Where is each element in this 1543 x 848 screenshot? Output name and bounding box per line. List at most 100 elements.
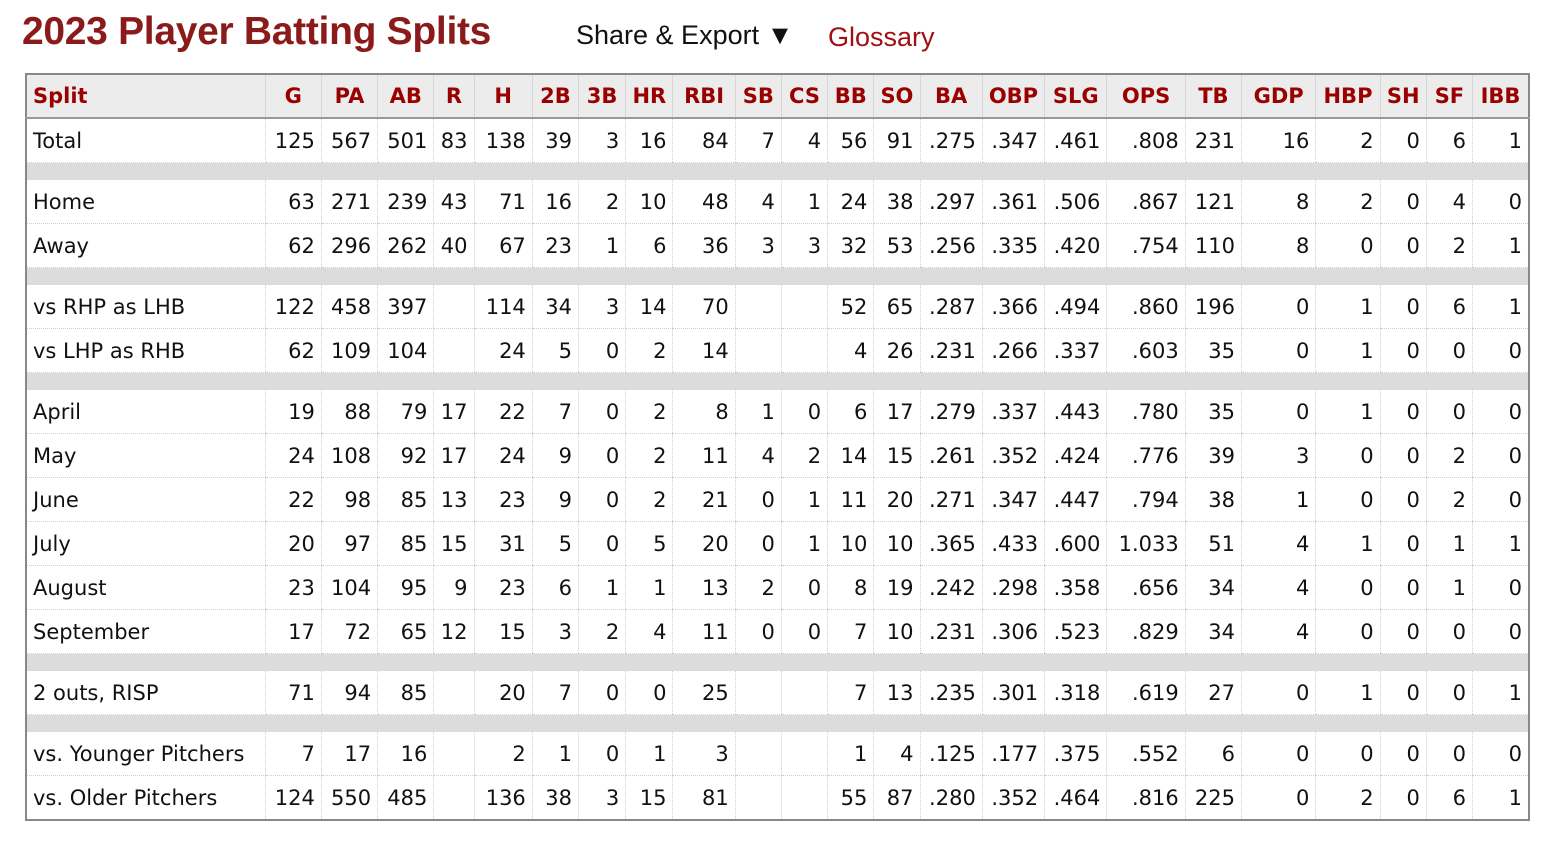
cell-hbp: 1 [1315,671,1381,715]
cell-ab: 65 [377,609,434,654]
cell-hr: 5 [625,521,673,566]
cell-2b: 1 [531,732,579,776]
cell-sb [734,671,782,715]
cell-ba: .231 [919,609,983,654]
cell-hr: 2 [625,433,673,478]
column-header-sf[interactable]: SF [1425,74,1473,119]
cell-sf: 6 [1425,775,1473,821]
cell-pa: 458 [320,285,378,329]
cell-ba: .242 [919,565,983,610]
column-header-cs[interactable]: CS [780,74,828,119]
cell-h: 24 [473,433,533,478]
cell-ba: .365 [919,521,983,566]
column-header-ab[interactable]: AB [377,74,434,119]
cell-slg: .600 [1044,521,1107,566]
cell-sb: 7 [734,118,782,163]
glossary-link[interactable]: Glossary [828,22,935,52]
split-label-text: September [33,619,150,644]
column-header-bb[interactable]: BB [827,74,874,119]
cell-bb: 10 [827,521,874,566]
cell-hr: 0 [625,671,673,715]
column-header-ba[interactable]: BA [919,74,983,119]
cell-cs [780,775,828,821]
column-header-obp[interactable]: OBP [981,74,1045,119]
cell-tb: 38 [1184,477,1242,522]
split-label: vs. Older Pitchers [26,775,266,821]
column-header-r[interactable]: R [433,74,475,119]
cell-hr: 2 [625,390,673,434]
column-header-2b[interactable]: 2B [531,74,579,119]
column-header-gdp[interactable]: GDP [1240,74,1316,119]
split-label: April [26,390,266,434]
table-row: Total 125 567 501 83 138 39 3 16 84 7 4 56 91.275.347… [26,118,1529,163]
cell-pa: 109 [320,328,378,373]
cell-pa: 567 [320,118,378,163]
cell-3b: 3 [577,285,626,329]
cell-r: 15 [433,521,475,566]
cell-ab: 16 [377,732,434,776]
cell-g: 124 [264,775,322,821]
column-header-sh[interactable]: SH [1379,74,1427,119]
cell-hbp: 2 [1315,775,1381,821]
column-header-ibb[interactable]: IBB [1472,74,1529,119]
split-label: September [26,609,266,654]
cell-ba: .280 [919,775,983,821]
cell-sh: 0 [1379,433,1427,478]
cell-hr: 16 [625,118,673,163]
column-header-tb[interactable]: TB [1184,74,1242,119]
cell-cs: 1 [780,521,828,566]
cell-sb: 0 [734,521,782,566]
cell-ops: .860 [1106,285,1186,329]
column-header-hr[interactable]: HR [625,74,673,119]
cell-obp: .306 [981,609,1045,654]
cell-bb: 24 [827,180,874,224]
cell-ibb: 0 [1472,477,1529,522]
cell-pa: 104 [320,565,378,610]
cell-ops: .867 [1106,180,1186,224]
cell-r [433,328,475,373]
cell-cs: 1 [780,180,828,224]
cell-tb: 225 [1184,775,1242,821]
cell-rbi: 3 [672,732,736,776]
cell-sb [734,328,782,373]
split-label: vs. Younger Pitchers [26,732,266,776]
cell-g: 20 [264,521,322,566]
column-header-rbi[interactable]: RBI [672,74,736,119]
cell-sf: 1 [1425,565,1473,610]
cell-sh: 0 [1379,521,1427,566]
cell-g: 22 [264,477,322,522]
cell-gdp: 4 [1240,565,1316,610]
cell-ops: .754 [1106,223,1186,268]
cell-cs [780,732,828,776]
cell-rbi: 20 [672,521,736,566]
cell-rbi: 48 [672,180,736,224]
cell-h: 20 [473,671,533,715]
cell-so: 19 [873,565,921,610]
cell-gdp: 0 [1240,732,1316,776]
cell-rbi: 14 [672,328,736,373]
column-header-so[interactable]: SO [873,74,921,119]
column-header-slg[interactable]: SLG [1044,74,1107,119]
column-header-h[interactable]: H [473,74,533,119]
cell-ops: .816 [1106,775,1186,821]
cell-sb: 4 [734,433,782,478]
column-header-split[interactable]: Split [25,74,266,119]
cell-r: 17 [433,390,475,434]
column-header-sb[interactable]: SB [734,74,782,119]
group-spacer [26,267,1529,285]
cell-ibb: 1 [1472,671,1529,715]
cell-hbp: 1 [1315,390,1381,434]
share-export-menu[interactable]: Share & Export ▼ [576,20,794,50]
cell-tb: 110 [1184,223,1242,268]
column-header-3b[interactable]: 3B [577,74,626,119]
cell-slg: .494 [1044,285,1107,329]
cell-ab: 501 [377,118,434,163]
column-header-pa[interactable]: PA [320,74,378,119]
spacer-cell [26,162,1529,180]
cell-2b: 9 [531,433,579,478]
column-header-hbp[interactable]: HBP [1315,74,1381,119]
cell-so: 65 [873,285,921,329]
column-header-ops[interactable]: OPS [1106,74,1186,119]
column-header-g[interactable]: G [264,74,322,119]
cell-ibb: 0 [1472,609,1529,654]
